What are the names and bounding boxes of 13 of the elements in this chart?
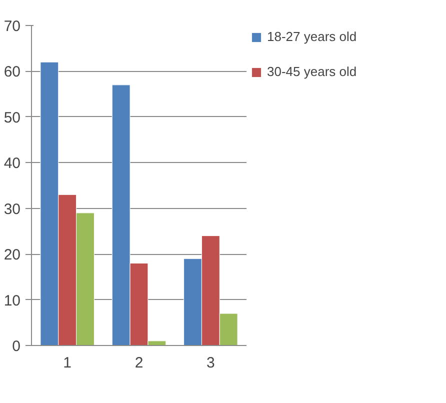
x-tick-label: 1 — [63, 354, 72, 372]
y-tick-label: 50 — [4, 109, 21, 126]
y-tick-label: 20 — [4, 246, 21, 264]
y-tick-label: 60 — [4, 64, 21, 81]
legend-label: 30-45 years old — [267, 64, 357, 79]
legend-label: 18-27 years old — [267, 29, 357, 44]
y-tick-label: 0 — [12, 338, 20, 355]
x-tick-label: 2 — [134, 354, 144, 372]
y-tick-label: 10 — [4, 292, 21, 310]
y-tick-label: 70 — [4, 18, 21, 35]
y-tick-label: 30 — [4, 200, 21, 218]
x-tick-label: 3 — [206, 354, 215, 372]
y-tick-label: 40 — [4, 155, 21, 172]
